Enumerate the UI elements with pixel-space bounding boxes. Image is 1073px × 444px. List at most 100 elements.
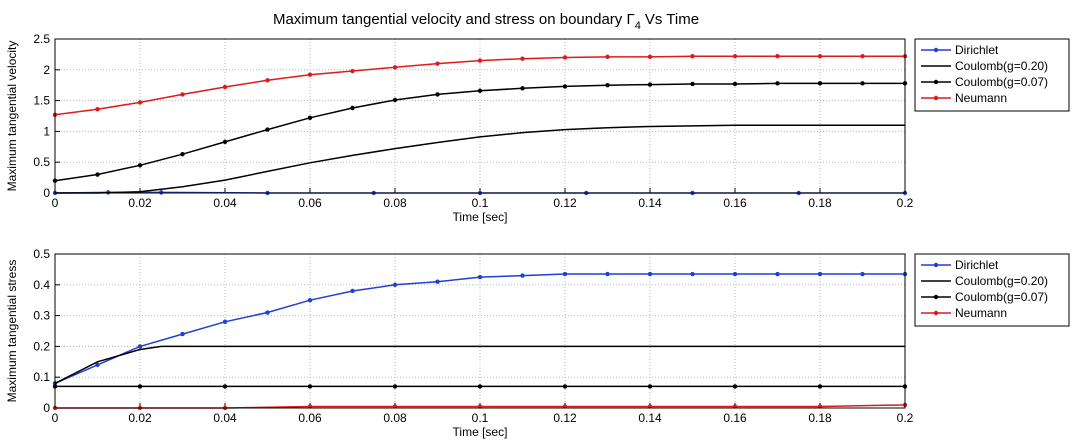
data-point (265, 127, 270, 132)
data-point (647, 271, 653, 277)
data-point (137, 344, 143, 349)
y-axis-label: Maximum tangential stress (5, 260, 19, 403)
legend-box (914, 253, 1070, 327)
data-point (860, 271, 865, 277)
y-tick-label: 0 (43, 186, 50, 200)
y-tick-label: 0 (43, 401, 50, 415)
data-point (477, 384, 483, 389)
x-tick-label: 0.02 (128, 411, 152, 425)
data-point (222, 84, 228, 90)
x-tick-label: 0.08 (383, 196, 407, 210)
legend-label: Coulomb(g=0.07) (955, 75, 1048, 89)
data-point (817, 271, 823, 277)
legend-label: Coulomb(g=0.20) (955, 274, 1048, 288)
legend-marker (933, 79, 939, 85)
data-point (435, 279, 440, 284)
legend-label: Coulomb(g=0.20) (955, 59, 1048, 73)
legend-label: Dirichlet (955, 43, 999, 57)
legend-label: Coulomb(g=0.07) (955, 290, 1048, 304)
y-tick-label: 1.5 (33, 94, 50, 108)
data-point (95, 362, 100, 368)
x-tick-label: 0.16 (723, 196, 747, 210)
data-point (690, 81, 695, 87)
x-tick-label: 0.14 (638, 196, 662, 210)
series-line-Coulomb(g=0.20) (55, 124, 905, 194)
data-point (732, 271, 738, 277)
data-point (605, 271, 610, 277)
data-point (477, 58, 483, 63)
x-tick-label: 0.14 (638, 411, 662, 425)
data-point (307, 115, 313, 121)
data-point (180, 92, 185, 97)
y-tick-label: 0.1 (33, 370, 50, 384)
y-tick-label: 1 (43, 124, 50, 138)
data-point (137, 163, 143, 168)
plot-area (55, 39, 905, 193)
x-tick-label: 0.1 (472, 196, 489, 210)
data-point (307, 384, 313, 389)
x-tick-label: 0.16 (723, 411, 747, 425)
data-point (732, 54, 738, 59)
legend-marker (933, 310, 939, 316)
data-point (605, 54, 610, 60)
legend-marker (933, 95, 939, 101)
data-point (392, 282, 398, 287)
data-point (435, 92, 440, 97)
data-point (222, 319, 228, 324)
x-axis-label: Time [sec] (453, 425, 508, 439)
y-tick-label: 2 (43, 63, 50, 77)
data-point (392, 97, 398, 103)
y-tick-label: 0.3 (33, 309, 50, 323)
data-point (817, 54, 823, 59)
data-point (350, 288, 355, 294)
x-tick-label: 0 (52, 411, 59, 425)
legend-box (914, 38, 1070, 112)
data-point (95, 107, 100, 112)
x-tick-label: 0.2 (897, 411, 914, 425)
x-axis-label: Time [sec] (453, 210, 508, 224)
x-tick-label: 0.04 (213, 411, 237, 425)
data-point (817, 81, 823, 86)
data-point (775, 271, 780, 277)
data-point (520, 86, 525, 91)
data-point (392, 384, 398, 389)
legend-marker (933, 262, 939, 268)
y-tick-label: 0.5 (33, 247, 50, 261)
x-tick-label: 0.18 (808, 411, 832, 425)
data-point (137, 384, 143, 389)
data-point (265, 78, 270, 83)
data-point (350, 68, 355, 74)
series-line-Coulomb(g=0.20) (54, 345, 905, 385)
data-point (732, 384, 738, 389)
data-point (647, 82, 653, 87)
legend-label: Neumann (955, 91, 1007, 105)
data-point (562, 84, 568, 89)
plot-frame (54, 38, 906, 194)
y-tick-label: 2.5 (33, 32, 50, 46)
data-point (690, 271, 695, 277)
legend-label: Neumann (955, 306, 1007, 320)
data-point (562, 271, 568, 277)
legend-label: Dirichlet (955, 258, 999, 272)
x-tick-label: 0.08 (383, 411, 407, 425)
data-point (137, 100, 143, 105)
legend-marker (933, 47, 939, 53)
data-point (435, 61, 440, 66)
x-tick-label: 0.1 (472, 411, 489, 425)
plot-frame (54, 253, 906, 409)
data-point (605, 83, 610, 88)
y-axis-label: Maximum tangential velocity (5, 41, 19, 192)
data-point (477, 88, 483, 93)
data-point (95, 172, 100, 177)
data-point (562, 55, 568, 60)
data-point (477, 274, 483, 280)
data-point (562, 384, 568, 389)
data-point (159, 190, 164, 195)
data-point (520, 273, 525, 278)
chart-title: Maximum tangential velocity and stress o… (273, 11, 699, 32)
x-tick-label: 0.12 (553, 411, 577, 425)
data-point (775, 81, 780, 86)
x-tick-label: 0.02 (128, 196, 152, 210)
x-tick-label: 0 (52, 196, 59, 210)
